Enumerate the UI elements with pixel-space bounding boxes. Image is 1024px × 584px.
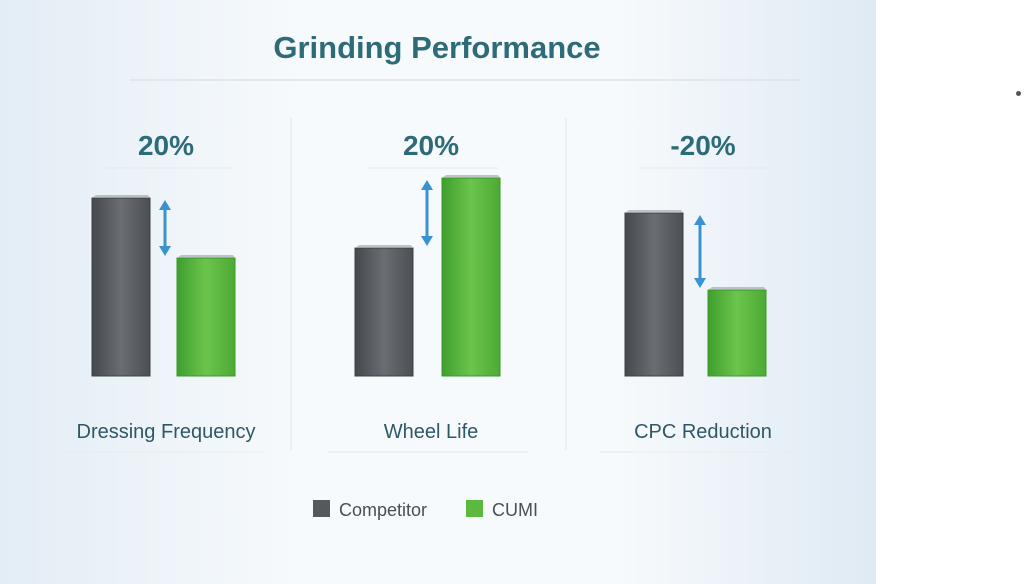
bullet-dot [1016, 91, 1021, 96]
arrow-head-down-icon [694, 278, 706, 288]
bar-cumi [176, 257, 236, 377]
change-value: 20% [138, 130, 194, 161]
arrow-head-down-icon [421, 236, 433, 246]
legend-label-cumi: CUMI [492, 500, 538, 520]
legend-swatch-competitor [313, 500, 330, 517]
bar-cumi-top [442, 175, 500, 178]
bar-competitor-top [92, 195, 150, 198]
legend-swatch-cumi [466, 500, 483, 517]
bar-cumi-top [708, 287, 766, 290]
arrow-head-down-icon [159, 246, 171, 256]
arrow-head-up-icon [159, 200, 171, 210]
bar-competitor [91, 197, 151, 377]
legend: Competitor CUMI [313, 500, 538, 520]
arrow-head-up-icon [694, 215, 706, 225]
category-label: CPC Reduction [634, 421, 772, 443]
bar-cumi [707, 289, 767, 377]
bar-cumi [441, 177, 501, 377]
change-value: 20% [403, 130, 459, 161]
bar-competitor-top [355, 245, 413, 248]
bar-competitor [624, 212, 684, 377]
bar-cumi-top [177, 255, 235, 258]
change-value: -20% [670, 130, 735, 161]
chart-title: Grinding Performance [273, 30, 600, 65]
bar-competitor [354, 247, 414, 377]
bar-competitor-top [625, 210, 683, 213]
arrow-head-up-icon [421, 180, 433, 190]
category-label: Wheel Life [384, 421, 479, 443]
category-label: Dressing Frequency [77, 421, 256, 443]
legend-label-competitor: Competitor [339, 500, 427, 520]
